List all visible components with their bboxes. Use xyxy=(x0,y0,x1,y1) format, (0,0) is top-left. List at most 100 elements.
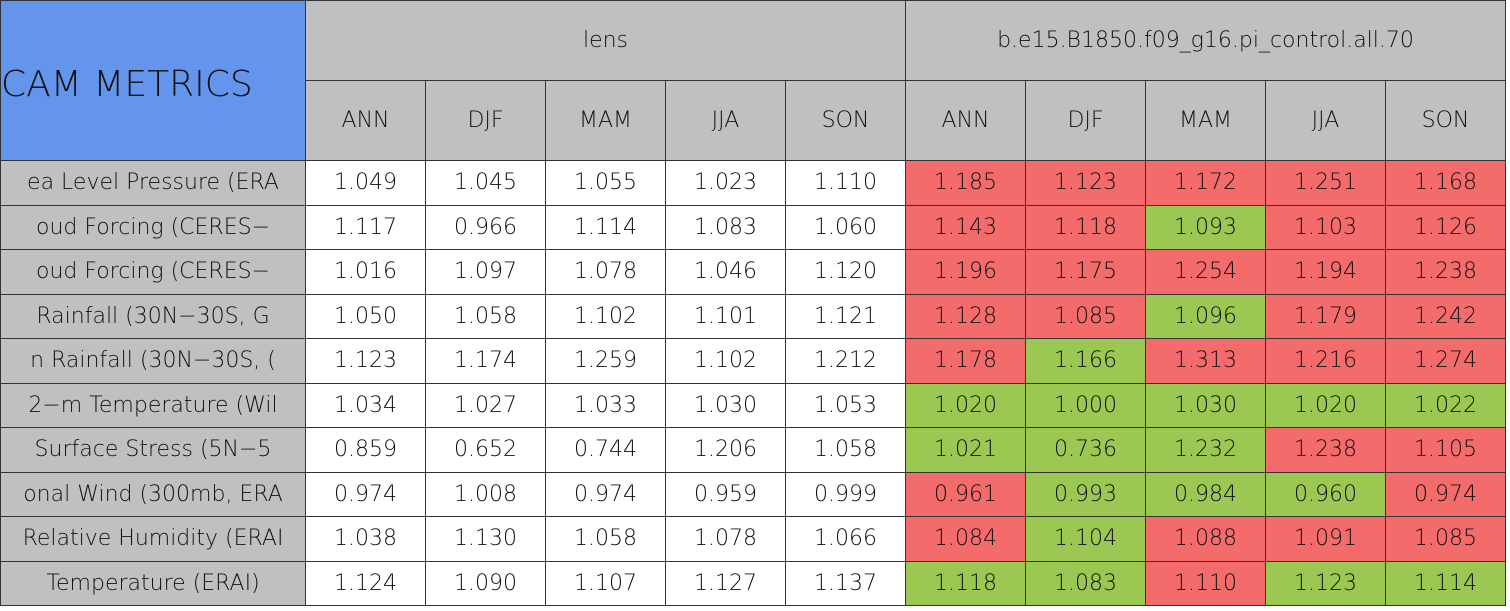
cell-text: 1.114 xyxy=(574,214,637,240)
value-cell: 1.238 xyxy=(1385,249,1506,295)
cell-text: 1.020 xyxy=(934,392,997,418)
value-cell: 1.078 xyxy=(545,249,666,295)
value-cell: 0.960 xyxy=(1265,471,1386,517)
cell-text: 1.206 xyxy=(694,437,757,463)
cell-text: 0.961 xyxy=(934,481,997,507)
value-cell: 0.984 xyxy=(1145,471,1266,517)
cell-text: ANN xyxy=(941,108,990,133)
cell-text: 1.175 xyxy=(1054,259,1117,285)
value-cell: 1.212 xyxy=(785,338,906,384)
cell-text: 0.859 xyxy=(334,437,397,463)
cell-text: 1.053 xyxy=(814,392,877,418)
cell-text: 1.083 xyxy=(694,214,757,240)
season-header: DJF xyxy=(1025,80,1146,161)
value-cell: 1.034 xyxy=(305,382,426,428)
cell-text: 1.143 xyxy=(934,214,997,240)
season-header: ANN xyxy=(305,80,426,161)
value-cell: 1.038 xyxy=(305,516,426,562)
value-cell: 1.172 xyxy=(1145,160,1266,206)
value-cell: 0.999 xyxy=(785,471,906,517)
season-header: SON xyxy=(785,80,906,161)
value-cell: 1.117 xyxy=(305,204,426,250)
cell-text: 1.085 xyxy=(1054,303,1117,329)
value-cell: 1.030 xyxy=(1145,382,1266,428)
cell-text: 1.033 xyxy=(574,392,637,418)
value-cell: 1.078 xyxy=(665,516,786,562)
cell-text: 1.127 xyxy=(694,570,757,596)
value-cell: 1.206 xyxy=(665,427,786,473)
value-cell: 1.259 xyxy=(545,338,666,384)
group-header: lens xyxy=(305,0,906,81)
cell-text: DJF xyxy=(467,108,504,133)
value-cell: 1.101 xyxy=(665,293,786,339)
row-label: onal Wind (300mb, ERA xyxy=(0,471,306,517)
value-cell: 1.175 xyxy=(1025,249,1146,295)
value-cell: 1.008 xyxy=(425,471,546,517)
cell-text: 1.101 xyxy=(694,303,757,329)
cell-text: MAM xyxy=(578,108,632,133)
cell-text: 1.022 xyxy=(1414,392,1477,418)
cell-text: 2−m Temperature (Wil xyxy=(28,392,278,418)
value-cell: 1.123 xyxy=(305,338,426,384)
value-cell: 1.020 xyxy=(1265,382,1386,428)
value-cell: 1.096 xyxy=(1145,293,1266,339)
cell-text: 1.259 xyxy=(574,348,637,374)
cell-text: 1.216 xyxy=(1294,348,1357,374)
cell-text: 1.078 xyxy=(574,259,637,285)
cell-text: 1.105 xyxy=(1414,437,1477,463)
value-cell: 1.118 xyxy=(905,560,1026,606)
cell-text: 1.008 xyxy=(454,481,517,507)
cell-text: 1.118 xyxy=(1054,214,1117,240)
value-cell: 1.254 xyxy=(1145,249,1266,295)
cell-text: 1.058 xyxy=(454,303,517,329)
value-cell: 1.083 xyxy=(1025,560,1146,606)
season-header: JJA xyxy=(665,80,786,161)
cell-text: 1.103 xyxy=(1294,214,1357,240)
cell-text: 1.097 xyxy=(454,259,517,285)
value-cell: 0.744 xyxy=(545,427,666,473)
cell-text: 1.058 xyxy=(574,526,637,552)
cell-text: 1.083 xyxy=(1054,570,1117,596)
row-label: 2−m Temperature (Wil xyxy=(0,382,306,428)
value-cell: 1.110 xyxy=(785,160,906,206)
value-cell: 1.027 xyxy=(425,382,546,428)
cell-text: JJA xyxy=(711,108,740,133)
value-cell: 0.974 xyxy=(545,471,666,517)
cell-text: 0.959 xyxy=(694,481,757,507)
value-cell: 0.736 xyxy=(1025,427,1146,473)
cell-text: SON xyxy=(1421,108,1470,133)
cell-text: 1.196 xyxy=(934,259,997,285)
cell-text: 1.130 xyxy=(454,526,517,552)
value-cell: 1.130 xyxy=(425,516,546,562)
cell-text: 1.034 xyxy=(334,392,397,418)
value-cell: 1.126 xyxy=(1385,204,1506,250)
cell-text: 0.960 xyxy=(1294,481,1357,507)
value-cell: 1.060 xyxy=(785,204,906,250)
cell-text: 1.091 xyxy=(1294,526,1357,552)
value-cell: 1.127 xyxy=(665,560,786,606)
cell-text: Surface Stress (5N−5 xyxy=(34,437,272,463)
cell-text: oud Forcing (CERES− xyxy=(35,259,271,285)
cell-text: 1.166 xyxy=(1054,348,1117,374)
cell-text: 1.232 xyxy=(1174,437,1237,463)
value-cell: 1.102 xyxy=(665,338,786,384)
value-cell: 0.974 xyxy=(1385,471,1506,517)
cell-text: 1.110 xyxy=(814,170,877,196)
value-cell: 1.216 xyxy=(1265,338,1386,384)
cell-text: 1.016 xyxy=(334,259,397,285)
cell-text: 0.999 xyxy=(814,481,877,507)
cell-text: Rainfall (30N−30S, G xyxy=(36,303,270,329)
cell-text: 1.027 xyxy=(454,392,517,418)
row-label: Temperature (ERAI) xyxy=(0,560,306,606)
row-label: ea Level Pressure (ERA xyxy=(0,160,306,206)
cell-text: b.e15.B1850.f09_g16.pi_control.all.70 xyxy=(997,28,1414,53)
value-cell: 1.174 xyxy=(425,338,546,384)
cell-text: 1.049 xyxy=(334,170,397,196)
cell-text: Temperature (ERAI) xyxy=(46,570,260,596)
row-label: Relative Humidity (ERAI xyxy=(0,516,306,562)
row-label: n Rainfall (30N−30S, ( xyxy=(0,338,306,384)
cell-text: 1.120 xyxy=(814,259,877,285)
cell-text: 1.242 xyxy=(1414,303,1477,329)
cell-text: 1.030 xyxy=(1174,392,1237,418)
